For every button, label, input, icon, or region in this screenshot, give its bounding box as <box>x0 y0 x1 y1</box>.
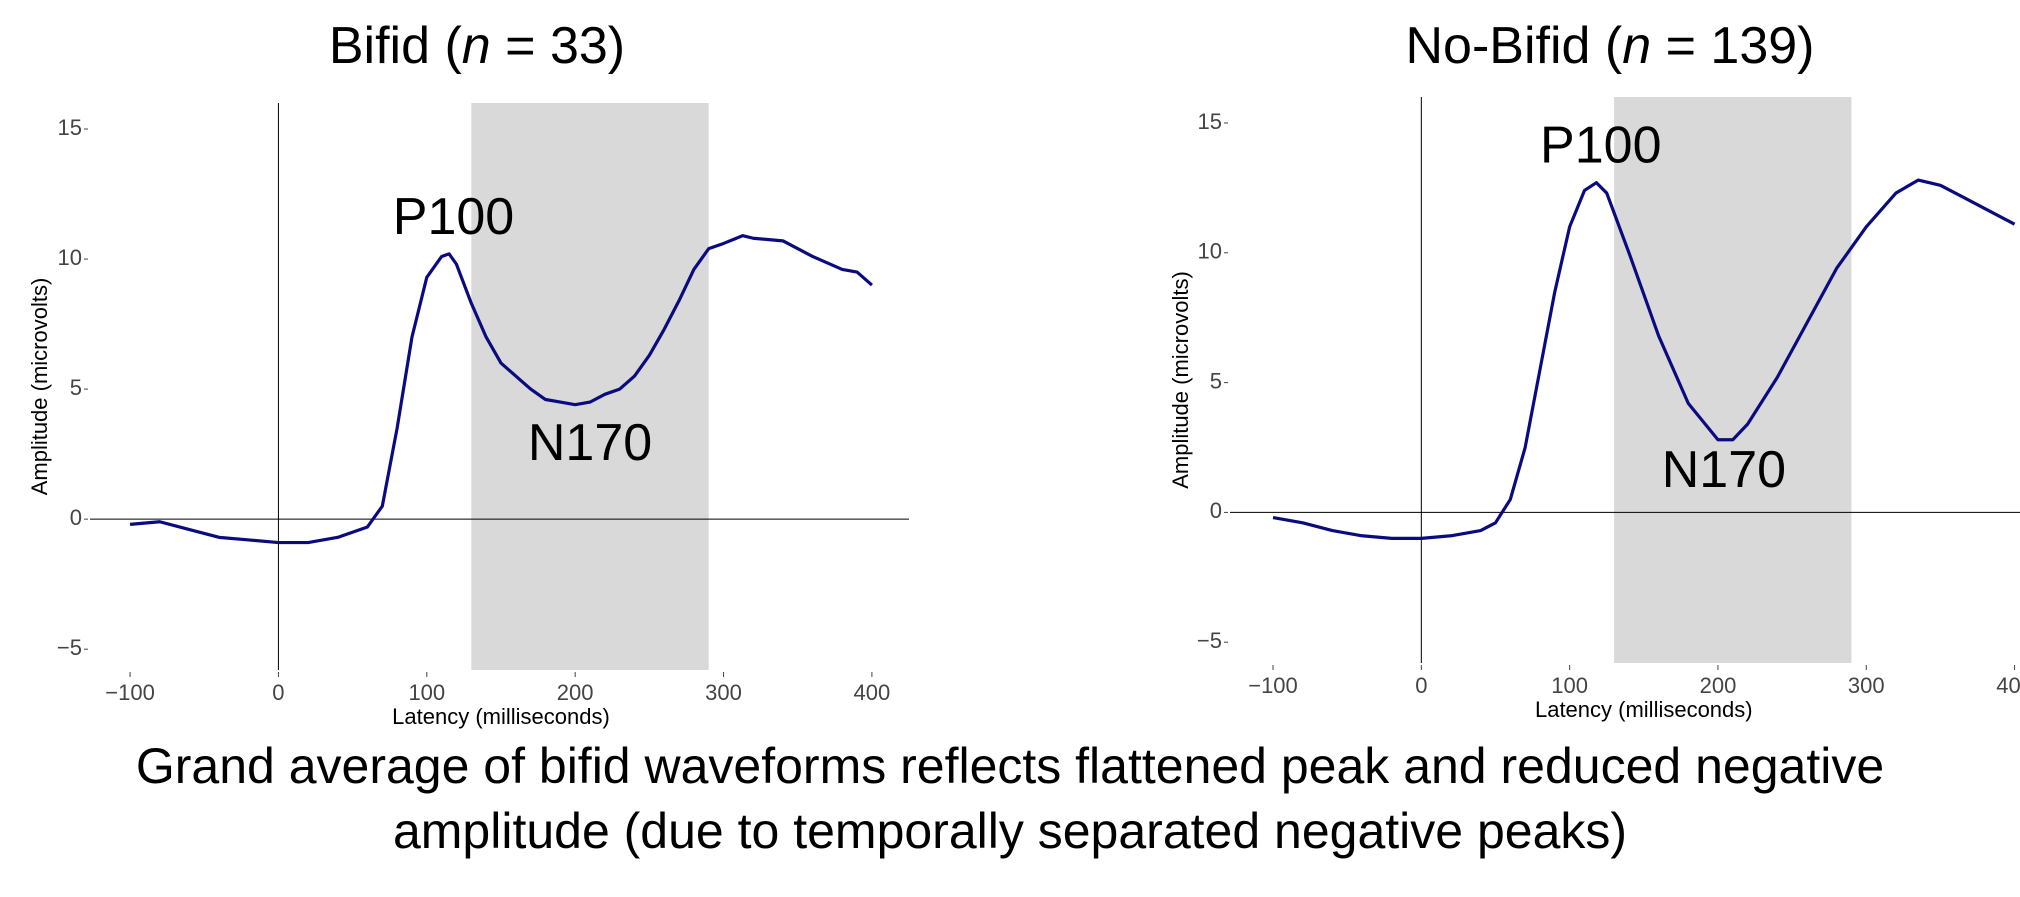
x-tick-label: 300 <box>1848 673 1885 698</box>
y-tick-label: 0 <box>1210 498 1222 523</box>
title-part: = 139) <box>1651 17 1814 75</box>
title-part: Bifid ( <box>329 17 463 75</box>
chart-title: No-Bifid (n = 139) <box>1406 17 1815 75</box>
title-part: n <box>462 17 491 75</box>
x-tick-label: 400 <box>854 680 891 705</box>
title-part: = 33) <box>491 17 625 75</box>
caption: Grand average of bifid waveforms reflect… <box>136 738 1884 794</box>
y-tick-label: −5 <box>1197 628 1222 653</box>
y-tick-label: 15 <box>1198 109 1222 134</box>
x-tick-label: 200 <box>557 680 594 705</box>
title-part: n <box>1622 17 1651 75</box>
x-tick-label: 300 <box>705 680 742 705</box>
annotation: P100 <box>1540 117 1661 175</box>
y-tick-label: 5 <box>70 375 82 400</box>
y-tick-label: −5 <box>57 635 82 660</box>
y-tick-label: 15 <box>58 115 82 140</box>
y-axis-title: Amplitude (microvolts) <box>1168 271 1193 489</box>
x-axis-title: Latency (milliseconds) <box>392 704 610 729</box>
y-tick-label: 5 <box>1210 368 1222 393</box>
highlight-region <box>1614 97 1852 663</box>
x-axis-title: Latency (milliseconds) <box>1535 697 1753 722</box>
annotation: N170 <box>1662 441 1786 499</box>
x-tick-label: 400 <box>1996 673 2020 698</box>
x-tick-label: −100 <box>105 680 155 705</box>
x-tick-label: 200 <box>1700 673 1737 698</box>
caption: amplitude (due to temporally separated n… <box>393 803 1627 859</box>
annotation: P100 <box>393 188 514 246</box>
highlight-region <box>471 103 709 670</box>
annotation: N170 <box>528 414 652 472</box>
chart-title: Bifid (n = 33) <box>329 17 625 75</box>
x-tick-label: 100 <box>1551 673 1588 698</box>
waveform <box>1272 178 2016 540</box>
x-tick-label: 100 <box>408 680 445 705</box>
y-tick-label: 10 <box>58 245 82 270</box>
waveform <box>129 234 873 545</box>
x-tick-label: 0 <box>272 680 284 705</box>
title-part: No-Bifid ( <box>1406 17 1623 75</box>
y-tick-label: 0 <box>70 505 82 530</box>
y-axis-title: Amplitude (microvolts) <box>27 278 52 496</box>
x-tick-label: 0 <box>1415 673 1427 698</box>
y-tick-label: 10 <box>1198 239 1222 264</box>
x-tick-label: −100 <box>1248 673 1298 698</box>
